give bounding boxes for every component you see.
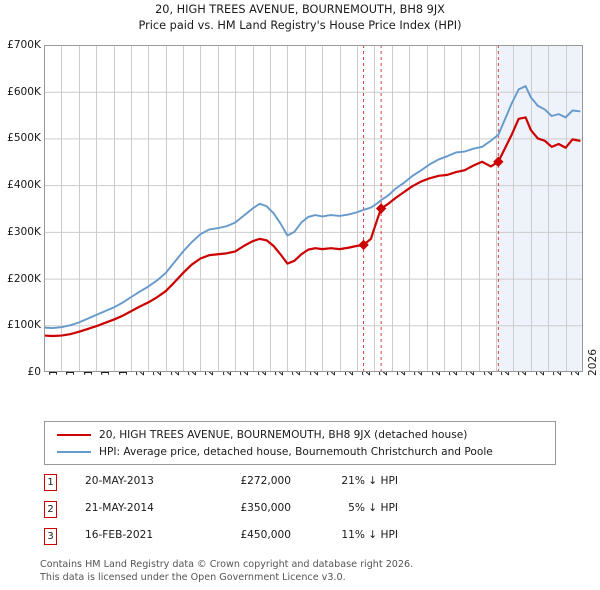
y-axis-tick-label: £600K: [7, 85, 41, 98]
y-axis-tick-label: £400K: [7, 179, 41, 192]
footer-line-2: This data is licensed under the Open Gov…: [40, 571, 346, 583]
transaction-point-2: [375, 203, 387, 214]
transaction-date-3: 16-FEB-2021: [85, 529, 154, 541]
table-row: 3 16-FEB-2021 £450,000 11% ↓ HPI: [44, 526, 474, 553]
table-row: 1 20-MAY-2013 £272,000 21% ↓ HPI: [44, 472, 474, 499]
footer-line-1: Contains HM Land Registry data © Crown c…: [40, 559, 414, 570]
hpi-line: [44, 85, 581, 330]
page-title: 20, HIGH TREES AVENUE, BOURNEMOUTH, BH8 …: [0, 2, 600, 34]
transaction-hpi-delta-2: 5% ↓ HPI: [348, 502, 398, 514]
chart-legend: 20, HIGH TREES AVENUE, BOURNEMOUTH, BH8 …: [44, 421, 556, 465]
plot-border: [44, 45, 583, 372]
transaction-price-2: £350,000: [240, 502, 291, 514]
forecast-shaded-band: [498, 45, 583, 372]
y-axis-labels: £0 £100K £200K £300K £400K £500K £600K £700K: [0, 0, 44, 590]
transaction-badge-3: 3: [44, 528, 57, 545]
y-axis-tick-label: £200K: [7, 272, 41, 285]
y-axis-tick-label: £300K: [7, 225, 41, 238]
chart-plot-area: [44, 45, 583, 372]
title-line-1: 20, HIGH TREES AVENUE, BOURNEMOUTH, BH8 …: [155, 3, 445, 16]
transaction-price-1: £272,000: [240, 475, 291, 487]
footer-attribution: Contains HM Land Registry data © Crown c…: [40, 559, 580, 584]
data-series: [44, 85, 581, 338]
transaction-price-3: £450,000: [240, 529, 291, 541]
legend-label-hpi: HPI: Average price, detached house, Bour…: [99, 445, 493, 458]
legend-color-swatch-hpi: [57, 450, 91, 453]
legend-color-swatch-property: [57, 433, 91, 436]
transaction-point-3: [493, 156, 504, 167]
transaction-date-2: 21-MAY-2014: [85, 502, 154, 514]
y-axis-tick-label: £100K: [7, 319, 41, 332]
transaction-hpi-delta-1: 21% ↓ HPI: [341, 475, 398, 487]
y-axis-tick-label: £500K: [7, 132, 41, 145]
transaction-badge-2: 2: [44, 501, 57, 518]
transaction-point-1: [358, 239, 369, 251]
title-line-2: Price paid vs. HM Land Registry's House …: [138, 19, 462, 32]
x-axis-tick-label: 2026: [587, 349, 599, 376]
price-history-line-chart: [44, 45, 583, 372]
plot-background: [44, 45, 583, 372]
transactions-table: 1 20-MAY-2013 £272,000 21% ↓ HPI 2 21-MA…: [44, 472, 474, 553]
table-row: 2 21-MAY-2014 £350,000 5% ↓ HPI: [44, 499, 474, 526]
shaded-region: [498, 45, 583, 372]
gridlines: [44, 45, 583, 372]
transaction-hpi-delta-3: 11% ↓ HPI: [341, 529, 398, 541]
property-price-line: [44, 116, 581, 338]
legend-label-property: 20, HIGH TREES AVENUE, BOURNEMOUTH, BH8 …: [99, 428, 468, 441]
legend-item-property: 20, HIGH TREES AVENUE, BOURNEMOUTH, BH8 …: [51, 426, 549, 443]
y-axis-tick-label: £700K: [7, 39, 41, 51]
transaction-point-markers: [358, 156, 504, 251]
transaction-badge-1: 1: [44, 474, 57, 491]
legend-item-hpi: HPI: Average price, detached house, Bour…: [51, 443, 549, 460]
transaction-date-1: 20-MAY-2013: [85, 475, 154, 487]
y-axis-tick-label: £0: [27, 366, 41, 378]
